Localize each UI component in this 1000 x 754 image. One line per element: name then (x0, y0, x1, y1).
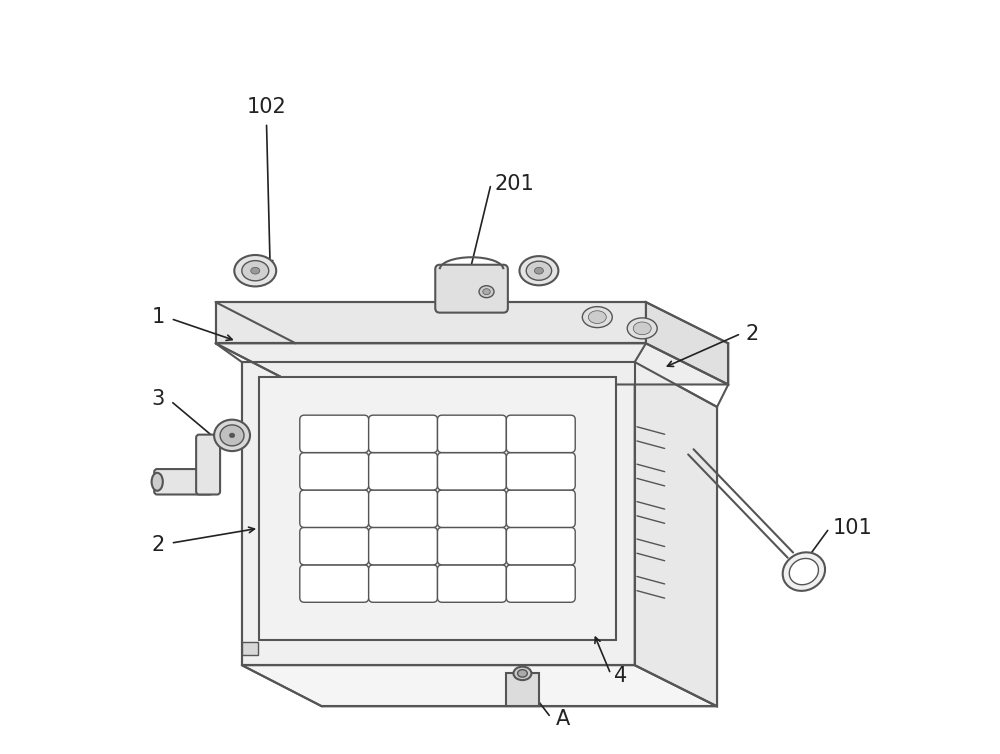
FancyBboxPatch shape (242, 642, 258, 655)
FancyBboxPatch shape (438, 565, 506, 602)
Polygon shape (242, 665, 717, 706)
FancyBboxPatch shape (369, 415, 438, 452)
Ellipse shape (627, 318, 657, 339)
FancyBboxPatch shape (438, 528, 506, 565)
FancyBboxPatch shape (369, 490, 438, 528)
FancyBboxPatch shape (300, 415, 369, 452)
FancyBboxPatch shape (369, 452, 438, 490)
Ellipse shape (479, 286, 494, 298)
FancyBboxPatch shape (438, 415, 506, 452)
Ellipse shape (242, 261, 269, 280)
Ellipse shape (519, 256, 558, 285)
FancyBboxPatch shape (154, 469, 213, 495)
Polygon shape (242, 362, 635, 665)
Polygon shape (216, 343, 728, 385)
Polygon shape (259, 377, 616, 640)
Ellipse shape (234, 255, 276, 287)
Polygon shape (646, 302, 728, 385)
Ellipse shape (633, 322, 651, 335)
Ellipse shape (483, 289, 490, 295)
Ellipse shape (220, 425, 244, 446)
Text: 2: 2 (745, 323, 759, 344)
Ellipse shape (152, 473, 163, 491)
Ellipse shape (229, 433, 235, 437)
Text: A: A (556, 709, 570, 729)
Text: 4: 4 (614, 667, 627, 686)
Ellipse shape (513, 667, 531, 680)
FancyBboxPatch shape (369, 565, 438, 602)
Text: 102: 102 (247, 97, 286, 117)
FancyBboxPatch shape (300, 528, 369, 565)
FancyBboxPatch shape (438, 452, 506, 490)
Ellipse shape (588, 311, 606, 323)
Ellipse shape (518, 670, 527, 677)
Text: 1: 1 (151, 307, 165, 327)
FancyBboxPatch shape (506, 565, 575, 602)
FancyBboxPatch shape (300, 490, 369, 528)
Ellipse shape (214, 420, 250, 451)
Polygon shape (216, 302, 646, 343)
FancyBboxPatch shape (196, 434, 220, 495)
Text: 201: 201 (494, 174, 534, 194)
Polygon shape (635, 362, 717, 706)
Text: 2: 2 (151, 535, 165, 555)
FancyBboxPatch shape (300, 452, 369, 490)
FancyBboxPatch shape (506, 490, 575, 528)
Text: 3: 3 (151, 390, 165, 409)
Ellipse shape (251, 268, 260, 274)
FancyBboxPatch shape (369, 528, 438, 565)
Ellipse shape (526, 261, 552, 280)
Ellipse shape (534, 268, 543, 274)
Ellipse shape (582, 307, 612, 327)
Text: 101: 101 (833, 518, 873, 538)
FancyBboxPatch shape (506, 673, 539, 706)
FancyBboxPatch shape (438, 490, 506, 528)
FancyBboxPatch shape (506, 528, 575, 565)
Ellipse shape (783, 553, 825, 591)
Ellipse shape (789, 559, 818, 585)
FancyBboxPatch shape (506, 452, 575, 490)
FancyBboxPatch shape (435, 265, 508, 313)
FancyBboxPatch shape (300, 565, 369, 602)
FancyBboxPatch shape (506, 415, 575, 452)
